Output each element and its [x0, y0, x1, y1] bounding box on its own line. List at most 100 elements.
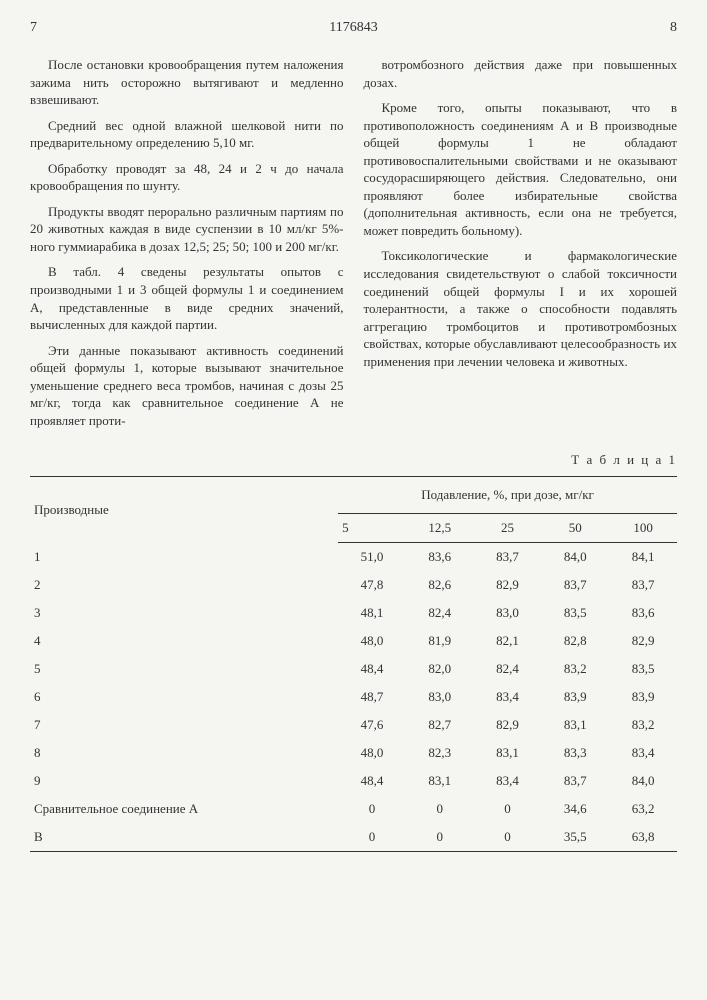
table-row: 648,783,083,483,983,9	[30, 683, 677, 711]
table-row: 948,483,183,483,784,0	[30, 767, 677, 795]
cell: 0	[474, 795, 542, 823]
cell: 81,9	[406, 627, 474, 655]
cell: 0	[406, 823, 474, 852]
cell: 82,7	[406, 711, 474, 739]
cell: 63,8	[609, 823, 677, 852]
para: Средний вес одной влажной шелковой нити …	[30, 117, 344, 152]
cell: 83,5	[609, 655, 677, 683]
cell: 83,7	[541, 767, 609, 795]
cell: 82,9	[609, 627, 677, 655]
table-caption: Т а б л и ц а 1	[30, 452, 677, 468]
cell: 82,6	[406, 571, 474, 599]
cell: 82,9	[474, 711, 542, 739]
cell: 63,2	[609, 795, 677, 823]
table-row: Сравнительное соединение А00034,663,2	[30, 795, 677, 823]
cell: 83,1	[406, 767, 474, 795]
table-row: 448,081,982,182,882,9	[30, 627, 677, 655]
dose-header: 100	[609, 514, 677, 543]
left-column: После остановки кровообращения путем нал…	[30, 56, 344, 437]
cell: 48,7	[338, 683, 406, 711]
cell: 84,0	[609, 767, 677, 795]
table-row: 747,682,782,983,183,2	[30, 711, 677, 739]
cell: 84,0	[541, 543, 609, 572]
cell: 83,7	[609, 571, 677, 599]
cell: 51,0	[338, 543, 406, 572]
cell: 83,6	[609, 599, 677, 627]
cell: 82,8	[541, 627, 609, 655]
page-right: 8	[670, 20, 677, 36]
cell: 48,1	[338, 599, 406, 627]
col-header-main: Производные	[30, 477, 338, 543]
cell: 83,6	[406, 543, 474, 572]
cell: 82,0	[406, 655, 474, 683]
para: Продукты вводят перорально различным пар…	[30, 203, 344, 256]
cell: 0	[338, 823, 406, 852]
table-head: Производные Подавление, %, при дозе, мг/…	[30, 477, 677, 543]
cell: 83,9	[609, 683, 677, 711]
para: Обработку проводят за 48, 24 и 2 ч до на…	[30, 160, 344, 195]
cell: 0	[406, 795, 474, 823]
cell: 83,4	[474, 767, 542, 795]
right-column: вотромбозного действия даже при повышенн…	[364, 56, 678, 437]
row-label: В	[30, 823, 338, 852]
table-row: 848,082,383,183,383,4	[30, 739, 677, 767]
data-table: Производные Подавление, %, при дозе, мг/…	[30, 476, 677, 852]
row-label: 6	[30, 683, 338, 711]
table-row: 247,882,682,983,783,7	[30, 571, 677, 599]
row-label: 5	[30, 655, 338, 683]
cell: 48,0	[338, 739, 406, 767]
cell: 83,4	[609, 739, 677, 767]
row-label: 4	[30, 627, 338, 655]
cell: 47,8	[338, 571, 406, 599]
dose-header: 12,5	[406, 514, 474, 543]
cell: 83,5	[541, 599, 609, 627]
cell: 83,9	[541, 683, 609, 711]
cell: 82,9	[474, 571, 542, 599]
cell: 83,2	[541, 655, 609, 683]
cell: 0	[474, 823, 542, 852]
table-body: 151,083,683,784,084,1247,882,682,983,783…	[30, 543, 677, 852]
row-label: 9	[30, 767, 338, 795]
doc-number: 1176843	[329, 20, 377, 36]
dose-header: 25	[474, 514, 542, 543]
cell: 82,1	[474, 627, 542, 655]
cell: 83,1	[541, 711, 609, 739]
table-row: 151,083,683,784,084,1	[30, 543, 677, 572]
cell: 48,4	[338, 655, 406, 683]
table-row: 348,182,483,083,583,6	[30, 599, 677, 627]
row-label: 7	[30, 711, 338, 739]
cell: 47,6	[338, 711, 406, 739]
para: вотромбозного действия даже при повышенн…	[364, 56, 678, 91]
para: После остановки кровообращения путем нал…	[30, 56, 344, 109]
col-header-group: Подавление, %, при дозе, мг/кг	[338, 477, 677, 514]
cell: 83,2	[609, 711, 677, 739]
para: Эти данные показывают активность соедине…	[30, 342, 344, 430]
cell: 82,4	[406, 599, 474, 627]
cell: 82,4	[474, 655, 542, 683]
cell: 48,4	[338, 767, 406, 795]
cell: 83,4	[474, 683, 542, 711]
cell: 0	[338, 795, 406, 823]
cell: 48,0	[338, 627, 406, 655]
cell: 83,1	[474, 739, 542, 767]
page-header: 7 1176843 8	[30, 20, 677, 36]
para: В табл. 4 сведены результаты опытов с пр…	[30, 263, 344, 333]
row-label: 2	[30, 571, 338, 599]
row-label: 1	[30, 543, 338, 572]
table-row: В00035,563,8	[30, 823, 677, 852]
cell: 83,0	[474, 599, 542, 627]
cell: 83,7	[474, 543, 542, 572]
row-label: 8	[30, 739, 338, 767]
para: Токсикологические и фармакологические ис…	[364, 247, 678, 370]
cell: 83,0	[406, 683, 474, 711]
cell: 35,5	[541, 823, 609, 852]
cell: 82,3	[406, 739, 474, 767]
dose-header: 50	[541, 514, 609, 543]
dose-header: 5	[338, 514, 406, 543]
cell: 84,1	[609, 543, 677, 572]
text-columns: После остановки кровообращения путем нал…	[30, 56, 677, 437]
row-label: 3	[30, 599, 338, 627]
para: Кроме того, опыты показывают, что в прот…	[364, 99, 678, 239]
cell: 83,3	[541, 739, 609, 767]
table-row: 548,482,082,483,283,5	[30, 655, 677, 683]
